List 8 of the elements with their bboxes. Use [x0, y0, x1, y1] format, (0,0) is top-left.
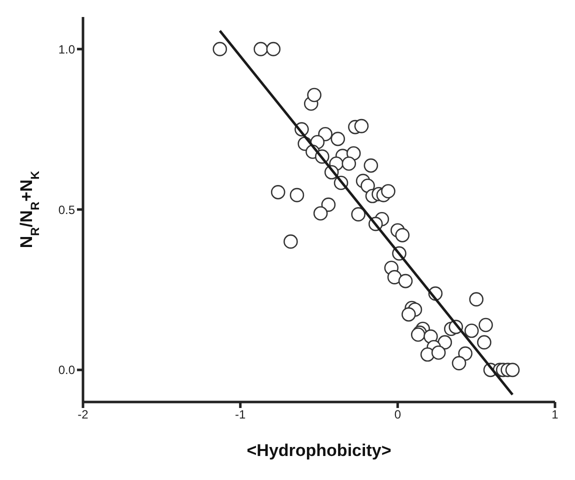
x-tick-label: 0	[394, 408, 402, 422]
x-axis-title: <Hydrophobicity>	[246, 441, 392, 460]
y-tick-label: 0.5	[58, 202, 76, 217]
y-tick-label: 0.0	[58, 363, 76, 378]
x-tick-label: -1	[234, 408, 246, 422]
x-tick-label: 1	[552, 408, 559, 422]
x-tick-label: -2	[78, 408, 89, 422]
y-tick-label: 1.0	[58, 42, 76, 56]
